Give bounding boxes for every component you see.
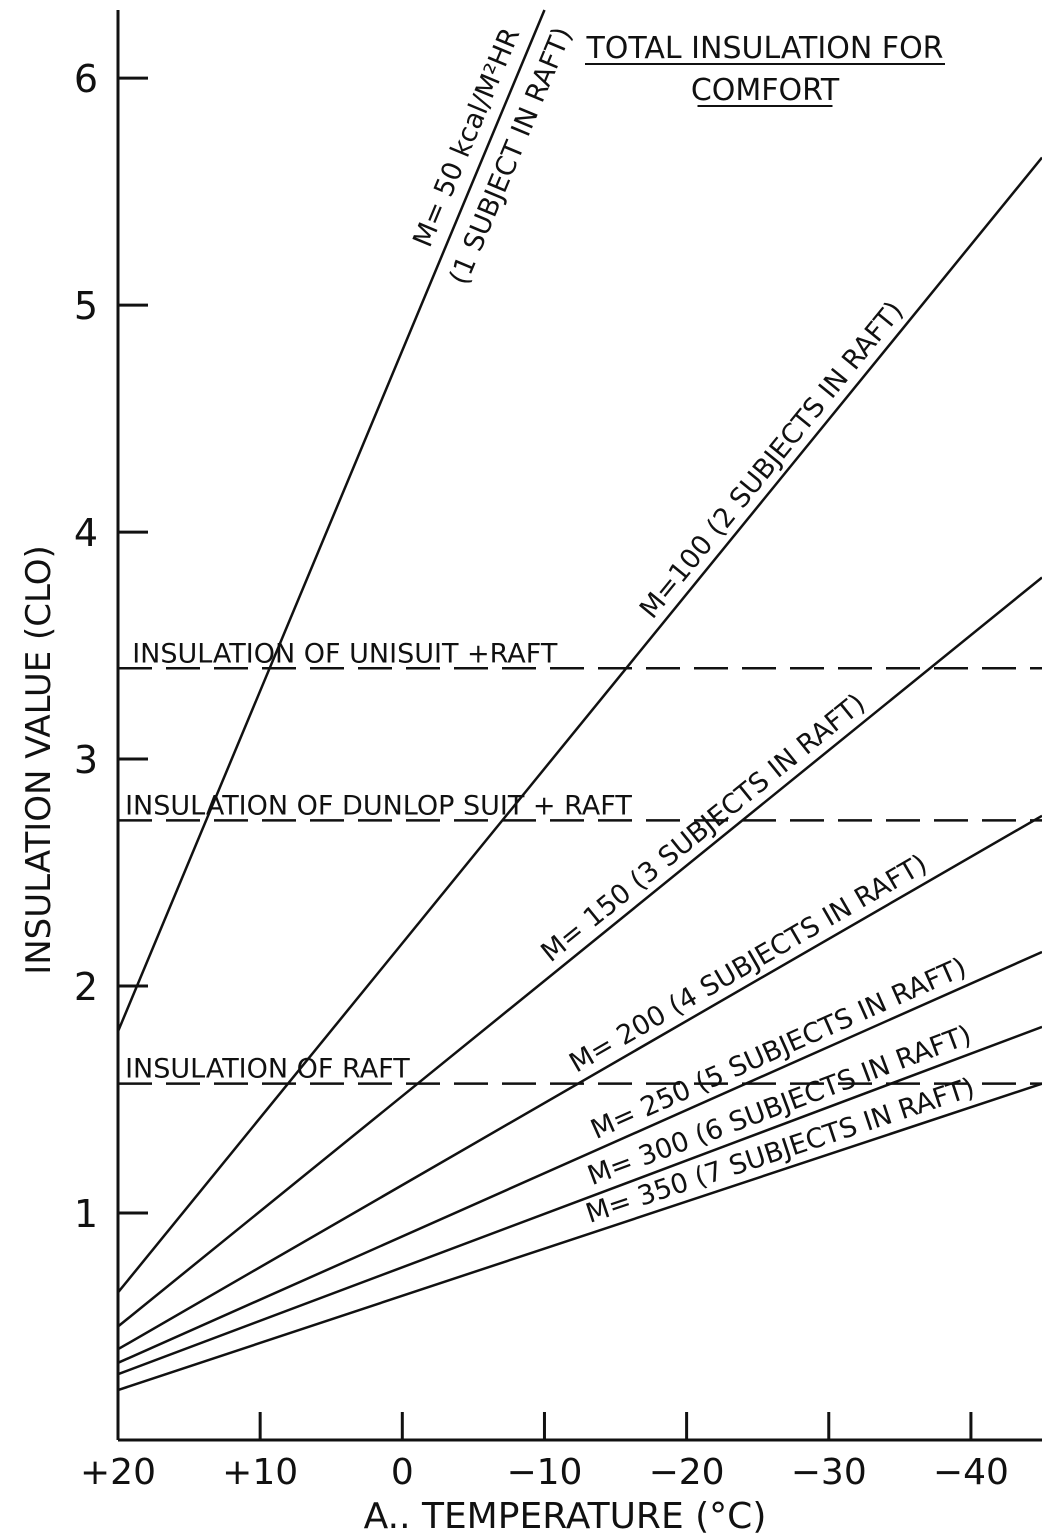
series-line <box>117 156 1042 1294</box>
y-axis-label: INSULATION VALUE (CLO) <box>19 545 59 975</box>
series-line <box>117 576 1042 1328</box>
series-line <box>117 814 1042 1351</box>
reference-line-label: INSULATION OF RAFT <box>125 1054 410 1085</box>
reference-line-label: INSULATION OF UNISUIT +RAFT <box>132 638 558 669</box>
x-axis-label: A.. TEMPERATURE (°C) <box>364 1496 767 1537</box>
y-tick-label: 2 <box>74 965 98 1009</box>
reference-lines: INSULATION OF UNISUIT +RAFT INSULATION OF… <box>118 638 1042 1085</box>
y-tick-label: 5 <box>74 284 98 328</box>
chart-title: TOTAL INSULATION FOR COMFORT <box>585 31 945 108</box>
x-tick-label: +20 <box>80 1452 156 1493</box>
x-tick-label: 0 <box>391 1452 414 1493</box>
series-line <box>117 1082 1042 1392</box>
y-tick-label: 3 <box>74 738 98 782</box>
y-tick-label: 6 <box>74 57 98 101</box>
chart-title-line: COMFORT <box>691 73 840 108</box>
x-tick-label: −30 <box>791 1452 867 1493</box>
chart-title-line: TOTAL INSULATION FOR <box>585 31 943 66</box>
x-tick-label: −10 <box>506 1452 582 1493</box>
series-line <box>116 9 546 1032</box>
y-tick-label: 1 <box>74 1192 98 1236</box>
series-labels: M= 50 kcal/M²HR(1 SUBJECT IN RAFT)M=100 … <box>407 23 978 1230</box>
y-tick-label: 4 <box>74 511 98 555</box>
x-tick-label: −40 <box>933 1452 1009 1493</box>
series-label: M=100 (2 SUBJECTS IN RAFT) <box>634 296 910 625</box>
axes <box>116 10 1042 1442</box>
x-tick-label: −20 <box>649 1452 725 1493</box>
reference-line-label: INSULATION OF DUNLOP SUIT + RAFT <box>125 790 632 821</box>
tick-labels: 1 2 3 4 5 6 +20 +10 0 −10 −20 −30 −40 <box>74 57 1009 1493</box>
series-line <box>117 950 1042 1364</box>
series-lines <box>116 9 1042 1392</box>
axis-labels: A.. TEMPERATURE (°C) INSULATION VALUE (C… <box>19 545 766 1537</box>
series-line <box>117 1025 1042 1376</box>
x-tick-label: +10 <box>222 1452 298 1493</box>
